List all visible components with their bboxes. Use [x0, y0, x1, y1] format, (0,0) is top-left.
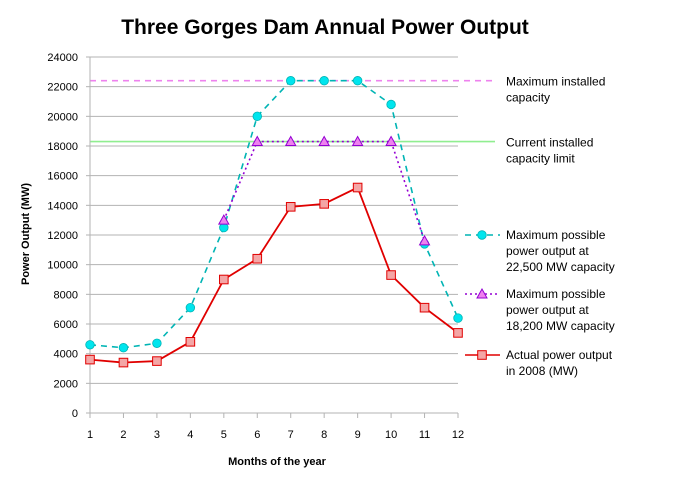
x-tick-label: 3 [154, 429, 160, 441]
data-point [219, 274, 229, 285]
y-tick-label: 2000 [54, 378, 78, 390]
series-line [89, 79, 459, 349]
data-point [419, 302, 430, 313]
data-point [118, 357, 129, 368]
x-tick-label: 11 [419, 429, 430, 441]
data-point [252, 111, 262, 122]
data-point [351, 135, 364, 147]
data-point [185, 302, 196, 313]
x-tick-label: 10 [385, 429, 397, 441]
data-point [251, 135, 264, 147]
data-point [252, 253, 263, 264]
y-axis-label: Power Output (MW) [20, 183, 32, 285]
x-tick-label: 5 [221, 429, 227, 441]
data-point [217, 214, 230, 225]
legend-label-line: Maximum possible [506, 287, 606, 301]
y-tick-label: 6000 [54, 319, 78, 331]
x-tick-label: 7 [288, 429, 294, 441]
x-tick-label: 6 [254, 429, 260, 441]
x-tick-label: 9 [355, 429, 361, 441]
legend-label-line: 22,500 MW capacity [506, 260, 615, 274]
legend-label-line: 18,200 MW capacity [506, 319, 615, 333]
reference-lines [90, 79, 495, 143]
reference-line-label-line: Maximum installed [506, 75, 605, 89]
reference-line-label-line: capacity [506, 91, 550, 105]
data-series [85, 76, 463, 368]
gridlines [90, 56, 458, 384]
legend-label: Maximum possible power output at 18,200 MW… [506, 287, 615, 333]
data-point [285, 202, 296, 212]
legend-label-line: Actual power output [506, 348, 613, 362]
y-tick-label: 16000 [47, 171, 78, 183]
data-point [352, 182, 363, 193]
data-point [318, 135, 331, 147]
data-point [476, 287, 488, 299]
data-point [386, 270, 396, 280]
y-tick-label: 14000 [47, 200, 78, 212]
legend-label: Actual power output in 2008 (MW) [506, 348, 613, 378]
legend-label-line: power output at [506, 303, 589, 317]
reference-line-label: Maximum installed capacity [506, 75, 605, 105]
data-point [319, 199, 329, 209]
data-point [453, 313, 463, 323]
data-point [319, 76, 329, 86]
data-point [352, 76, 363, 86]
reference-line-label-line: Current installed [506, 136, 593, 150]
y-tick-label: 8000 [54, 289, 78, 301]
y-tick-label: 18000 [47, 141, 78, 153]
data-point [385, 135, 397, 147]
legend-label-line: power output at [506, 244, 589, 258]
reference-line-label-line: capacity limit [506, 152, 575, 166]
y-tick-label: 12000 [47, 230, 78, 242]
legend-label-line: Maximum possible [506, 228, 606, 242]
y-tick-label: 22000 [47, 82, 78, 94]
data-point [152, 338, 162, 348]
data-point [118, 343, 129, 353]
y-tick-label: 10000 [47, 260, 78, 272]
legend-label-line: in 2008 (MW) [506, 364, 578, 378]
data-point [477, 350, 487, 360]
data-point [453, 328, 463, 338]
chart-title: Three Gorges Dam Annual Power Output [121, 16, 529, 39]
legend-label: Maximum possible power output at 22,500 MW… [506, 228, 615, 274]
data-point [152, 356, 162, 366]
data-point [477, 230, 487, 240]
x-axis-label: Months of the year [228, 456, 327, 468]
x-tick-label: 1 [87, 429, 93, 441]
x-tick-label: 8 [321, 429, 327, 441]
y-tick-label: 24000 [47, 52, 78, 64]
x-tick-label: 4 [187, 429, 193, 441]
reference-line-label: Current installed capacity limit [506, 136, 593, 166]
axes: 0 2000 4000 6000 8000 10000 12000 14000 16000 180… [47, 52, 464, 441]
data-point [284, 135, 297, 147]
data-point [386, 99, 396, 110]
data-point [286, 76, 296, 86]
x-tick-label: 12 [452, 429, 464, 441]
data-point [418, 234, 431, 246]
y-tick-label: 0 [72, 408, 78, 420]
legend: Maximum installed capacity Current install… [465, 75, 615, 378]
data-point [85, 340, 95, 350]
series-line [223, 140, 426, 242]
data-point [85, 354, 95, 365]
series-line [89, 186, 459, 364]
y-tick-label: 4000 [54, 349, 78, 361]
x-tick-label: 2 [120, 429, 126, 441]
y-tick-label: 20000 [47, 111, 78, 123]
data-point [185, 337, 196, 347]
